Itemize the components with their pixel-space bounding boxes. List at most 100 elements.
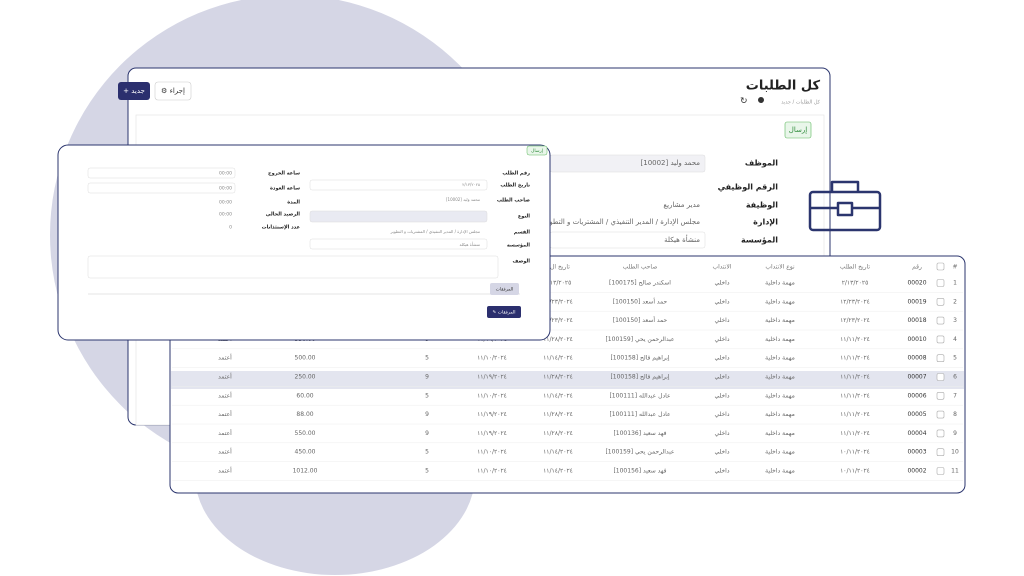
popup-label: ساعة العودة	[270, 186, 300, 192]
action-button-label[interactable]: ⚙ إجراء	[161, 87, 185, 95]
cell: 8	[953, 411, 957, 418]
checkbox[interactable]	[936, 373, 945, 381]
popup-label: الوصف	[512, 259, 530, 265]
cell: 00004	[907, 430, 926, 437]
cell: ١١/١٩/٢٠٢٤	[477, 374, 507, 381]
column-header: #	[952, 264, 957, 271]
cell: مهمة داخلية	[765, 336, 795, 343]
field-value: مدير مشاريع	[663, 201, 700, 209]
cell: ١٢/٢٣/٢٠٢٤	[543, 317, 573, 324]
cell: داخلي	[714, 449, 729, 456]
cell: مهمة داخلية	[765, 411, 795, 418]
popup-label: النوع	[518, 214, 530, 220]
cell: أعتمد	[218, 448, 232, 456]
checkbox[interactable]	[936, 448, 945, 457]
cell: مهمة داخلية	[765, 355, 795, 362]
checkbox[interactable]	[936, 391, 945, 400]
popup-value: [10002] محمد وليد	[446, 197, 480, 202]
popup-value: 00:00	[219, 171, 232, 177]
checkbox[interactable]	[936, 279, 945, 287]
checkbox[interactable]	[936, 410, 945, 419]
attachments-tab-label[interactable]: المرفقات	[496, 288, 514, 293]
column-header: تاريخ ال	[550, 264, 570, 271]
cell: داخلي	[714, 280, 729, 287]
attachments-button-label[interactable]: ✎ المرفقات	[493, 310, 516, 316]
cell: 00008	[907, 355, 926, 362]
action-button[interactable]	[154, 81, 192, 101]
cell: 9	[425, 374, 429, 381]
popup-label: المؤسسة	[507, 243, 530, 249]
cell: أعتمد	[218, 429, 232, 437]
send-button[interactable]	[784, 121, 812, 139]
popup-value: ٢/١٣/٢٠٢٥	[462, 182, 480, 187]
cell: 00006	[907, 392, 926, 399]
cell: ١١/١٠/٢٠٢٤	[477, 355, 507, 362]
cell: [100158] إبراهيم فالح	[610, 374, 669, 381]
cell: 5	[425, 449, 429, 456]
cell: 00005	[907, 411, 926, 418]
popup-value: 00:00	[219, 212, 232, 218]
checkbox[interactable]	[936, 429, 945, 438]
cell: مهمة داخلية	[765, 468, 795, 475]
column-header: صاحب الطلب	[623, 264, 658, 271]
checkbox[interactable]	[936, 335, 945, 344]
attachments-tab[interactable]	[490, 283, 519, 295]
new-button-label[interactable]: + جديد	[123, 87, 145, 95]
cell: [100111] عادل عبدالله	[609, 392, 670, 399]
popup-send[interactable]	[526, 145, 548, 156]
checkbox[interactable]	[936, 467, 945, 475]
cloud-icon[interactable]	[758, 97, 764, 103]
checkbox[interactable]	[936, 354, 945, 363]
cell: 5	[425, 392, 429, 399]
checkbox[interactable]	[936, 262, 945, 271]
cell: 00019	[907, 298, 926, 305]
cell: 5	[425, 468, 429, 475]
field-label: الإدارة	[753, 218, 778, 227]
cell: [100156] فهد سعيد	[613, 468, 666, 475]
cell: ١١/٢٨/٢٠٢٤	[543, 430, 573, 437]
column-header: نوع الانتداب	[765, 264, 795, 271]
checkbox[interactable]	[936, 297, 945, 306]
refresh-icon[interactable]: ↻	[740, 97, 748, 107]
cell: مهمة داخلية	[765, 317, 795, 324]
send-button-label[interactable]: إرسال	[789, 126, 807, 134]
cell: 6	[953, 374, 957, 381]
attachments-button[interactable]	[487, 306, 521, 318]
field-label: الرقم الوظيفي	[718, 183, 779, 192]
cell: ١١/١١/٢٠٢٤	[840, 430, 870, 437]
page-title: كل الطلبات	[746, 79, 821, 94]
cell: ١٢/٢٣/٢٠٢٤	[840, 298, 870, 305]
cell: [100159] عبدالرحمن يحي	[605, 336, 674, 343]
cell: مهمة داخلية	[765, 374, 795, 381]
popup-label: القسم	[514, 230, 530, 236]
field-value: مجلس الإدارة / المدير التنفيذي / المشتري…	[542, 218, 700, 226]
field-value: منشأة هيكلة	[664, 234, 700, 244]
popup-value: مجلس الإدارة / المدير التنفيذي / المشتري…	[390, 229, 480, 235]
cell: أعتمد	[218, 354, 232, 362]
briefcase-icon	[808, 180, 882, 232]
cell: داخلي	[714, 430, 729, 437]
cell: ١١/١١/٢٠٢٤	[840, 411, 870, 418]
checkbox[interactable]	[936, 316, 945, 325]
popup-label: المدة	[287, 200, 300, 206]
cell: 9	[953, 430, 957, 437]
column-header: رقم	[912, 264, 922, 271]
popup-label: صاحب الطلب	[497, 198, 530, 204]
cell: 7	[953, 392, 957, 399]
cell: ١١/٢٨/٢٠٢٤	[543, 374, 573, 381]
cell: 9	[425, 430, 429, 437]
popup: إرسال المرفقات ✎ المرفقات رقم الطلب تاريخ…	[57, 144, 551, 341]
cell: ١١/١١/٢٠٢٤	[840, 336, 870, 343]
cell: [100136] فهد سعيد	[613, 430, 666, 437]
cell: 2	[953, 298, 957, 305]
popup-value: 00:00	[219, 186, 232, 192]
cell: ١٢/٢٣/٢٠٢٤	[840, 317, 870, 324]
breadcrumb: كل الطلبات / جديد	[781, 100, 820, 106]
popup-send-label[interactable]: إرسال	[531, 149, 543, 154]
popup-label: تاريخ الطلب	[500, 183, 530, 189]
cell: داخلي	[714, 468, 729, 475]
cell: ١١/١٤/٢٠٢٤	[543, 449, 573, 456]
new-button[interactable]	[118, 82, 150, 100]
cell: ١١/١١/٢٠٢٤	[840, 355, 870, 362]
cell: ١١/٢٨/٢٠٢٤	[543, 336, 573, 343]
